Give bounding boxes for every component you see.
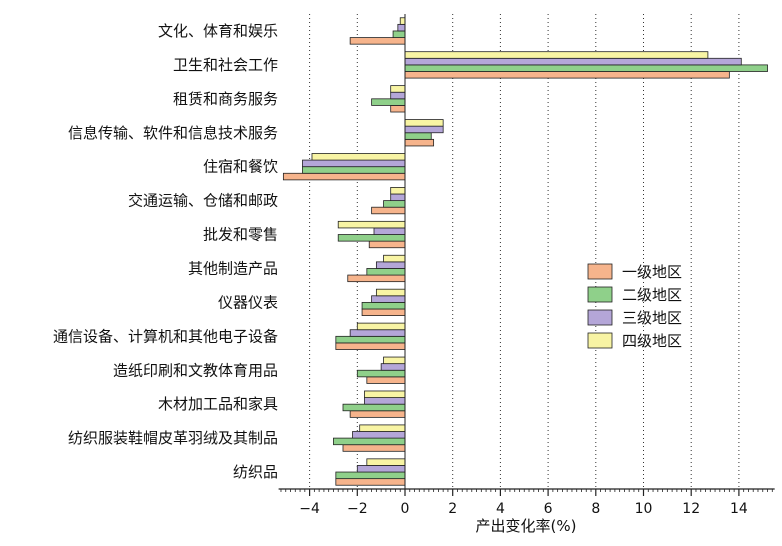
x-tick-label: 10: [635, 501, 653, 517]
category-label: 纺织品: [233, 463, 278, 481]
category-label: 造纸印刷和文教体育用品: [113, 361, 278, 379]
bar: [302, 166, 406, 174]
bar: [383, 356, 406, 365]
bar: [404, 125, 444, 134]
x-tick-label: 6: [544, 501, 553, 517]
x-tick-label: 14: [730, 501, 748, 517]
bar: [282, 172, 406, 181]
bar: [375, 261, 406, 269]
bar: [404, 132, 432, 140]
category-label: 仪器仪表: [218, 293, 278, 311]
bar: [333, 437, 406, 446]
bar: [359, 424, 406, 432]
bar: [366, 376, 406, 384]
bar: [349, 410, 406, 418]
category-label: 信息传输、软件和信息技术服务: [68, 124, 278, 142]
bar: [335, 478, 406, 486]
bar: [335, 471, 406, 480]
bar: [347, 274, 406, 283]
bar: [366, 458, 406, 466]
bar: [352, 431, 406, 439]
bar: [342, 444, 406, 452]
bar: [349, 329, 406, 337]
bar: [390, 85, 406, 93]
bar: [361, 301, 406, 310]
category-label: 租赁和商务服务: [173, 90, 278, 108]
bar: [356, 369, 406, 378]
bars-group: [282, 17, 768, 486]
bar: [335, 342, 406, 350]
bar: [356, 322, 406, 331]
bar: [302, 159, 406, 168]
bar: [390, 105, 406, 113]
bar: [335, 335, 406, 344]
bar: [364, 390, 406, 398]
bar: [404, 51, 709, 59]
legend-label: 三级地区: [622, 309, 682, 327]
bar: [390, 91, 406, 100]
legend-label: 四级地区: [622, 332, 682, 350]
bar: [371, 295, 406, 303]
legend-swatch: [587, 309, 613, 326]
bar: [368, 240, 406, 249]
legend-label: 一级地区: [622, 263, 682, 281]
bar: [404, 138, 435, 147]
legend-label: 二级地区: [622, 286, 682, 304]
x-tick-label: 0: [401, 501, 410, 517]
bar: [373, 227, 406, 235]
bar: [392, 30, 406, 38]
bar: [349, 37, 406, 45]
legend-swatch: [587, 286, 613, 303]
x-tick-label: −2: [347, 501, 368, 517]
x-axis: −4 −2 0 2 4 6 8 10 12 14: [278, 488, 775, 517]
x-tick-label: −4: [299, 501, 320, 517]
category-label: 木材加工品和家具: [158, 395, 278, 413]
legend-swatch: [587, 332, 613, 349]
bar: [380, 363, 406, 371]
category-label: 其他制造产品: [188, 259, 278, 277]
category-label: 批发和零售: [203, 226, 278, 244]
bar: [356, 465, 406, 473]
category-labels: 文化、体育和娱乐卫生和社会工作租赁和商务服务信息传输、软件和信息技术服务住宿和餐…: [53, 22, 278, 481]
bar: [342, 403, 406, 412]
bar: [404, 119, 444, 127]
bar: [404, 57, 742, 66]
category-label: 文化、体育和娱乐: [158, 22, 278, 40]
category-label: 通信设备、计算机和其他电子设备: [53, 327, 278, 345]
bar: [399, 17, 406, 25]
category-label: 交通运输、仓储和邮政: [128, 192, 278, 210]
bar: [390, 187, 406, 195]
bar: [390, 193, 406, 202]
bar: [337, 220, 406, 229]
bar: [364, 397, 406, 405]
bar: [383, 254, 406, 263]
bar: [397, 23, 406, 32]
bar: [361, 308, 406, 316]
category-label: 住宿和餐饮: [203, 158, 278, 176]
x-tick-label: 8: [591, 501, 600, 517]
category-label: 卫生和社会工作: [173, 56, 278, 74]
x-tick-label: 12: [682, 501, 700, 517]
x-tick-label: 4: [496, 501, 505, 517]
bar: [371, 206, 406, 215]
bar: [311, 153, 406, 161]
bar: [404, 71, 730, 79]
x-tick-label: 2: [448, 501, 457, 517]
bar: [366, 268, 406, 276]
bar: [337, 234, 406, 242]
bar: [404, 64, 768, 72]
bar: [375, 288, 406, 297]
bar: [371, 98, 406, 106]
legend-swatch: [587, 263, 613, 280]
x-axis-title: 产出变化率(%): [476, 517, 577, 535]
bar: [383, 200, 406, 208]
category-label: 纺织服装鞋帽皮革羽绒及其制品: [68, 429, 278, 447]
